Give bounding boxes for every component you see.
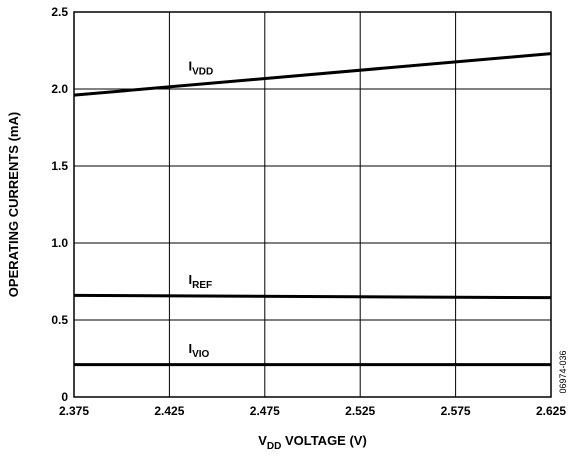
grid-lines xyxy=(73,11,552,398)
y-tick-label: 0 xyxy=(61,390,68,404)
x-tick-label: 2.525 xyxy=(345,404,375,418)
series-label-i-vio: IVIO xyxy=(188,341,209,360)
x-tick-labels: 2.375 2.425 2.475 2.525 2.575 2.625 xyxy=(59,404,566,418)
figure-id: 06974-036 xyxy=(558,350,568,393)
plot-frame xyxy=(73,11,552,398)
y-tick-label: 1.0 xyxy=(51,236,68,250)
x-axis-label-main: V xyxy=(258,433,267,448)
x-tick-label: 2.475 xyxy=(250,404,280,418)
y-tick-labels: 0 0.5 1.0 1.5 2.0 2.5 xyxy=(51,5,68,404)
x-tick-label: 2.625 xyxy=(536,404,566,418)
series-line-i-vdd xyxy=(73,52,552,97)
y-tick-label: 1.5 xyxy=(51,159,68,173)
y-tick-label: 0.5 xyxy=(51,313,68,327)
series-layer xyxy=(73,52,552,367)
x-tick-label: 2.425 xyxy=(154,404,184,418)
y-tick-label: 2.0 xyxy=(51,82,68,96)
series-labels: IVDD IREF IVIO xyxy=(188,59,213,361)
y-axis-label: OPERATING CURRENTS (mA) xyxy=(6,112,21,297)
x-tick-label: 2.575 xyxy=(441,404,471,418)
series-label-i-ref: IREF xyxy=(188,272,212,291)
x-axis-label: VDD VOLTAGE (V) xyxy=(258,433,367,452)
x-axis-label-rest: VOLTAGE (V) xyxy=(281,433,366,448)
x-axis-label-sub: DD xyxy=(267,441,281,452)
y-tick-label: 2.5 xyxy=(51,5,68,19)
series-line-i-ref xyxy=(73,293,552,300)
series-label-i-vdd: IVDD xyxy=(188,59,213,78)
x-tick-label: 2.375 xyxy=(59,404,89,418)
